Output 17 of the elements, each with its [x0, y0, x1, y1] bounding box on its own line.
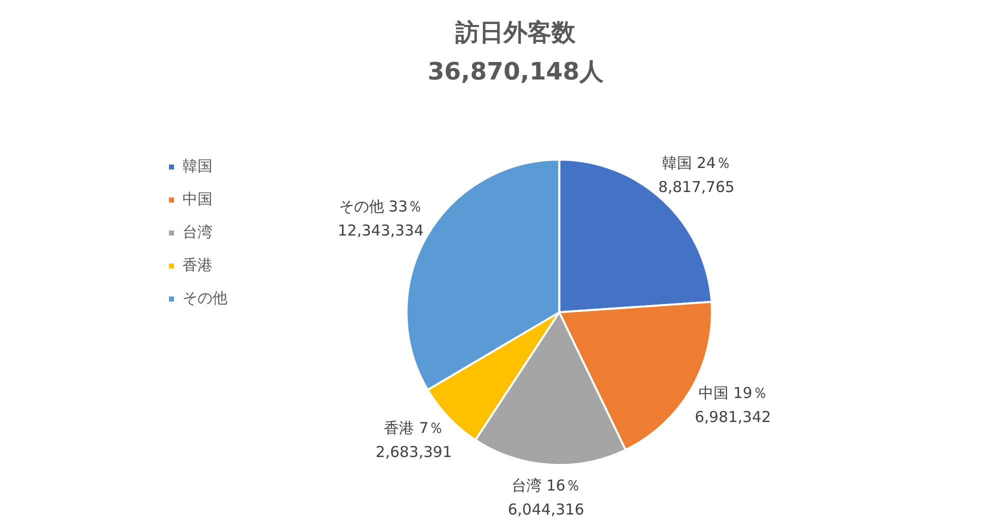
- chart-subtitle: 36,870,148人: [428, 57, 604, 86]
- legend-label: 台湾: [182, 222, 212, 241]
- category-label: 韓国 24％: [662, 154, 731, 172]
- text: 8,817,765: [658, 178, 735, 196]
- text: 12,343,334: [338, 222, 424, 240]
- text: 6,044,316: [508, 500, 584, 518]
- category-label: 台湾 16％: [512, 476, 580, 494]
- legend-label: 韓国: [182, 156, 212, 175]
- text: 6,981,342: [694, 408, 772, 426]
- category-label: 香港 7％: [384, 418, 444, 437]
- text: 2,683,391: [376, 442, 452, 461]
- category-label: 中国 19％: [698, 384, 768, 402]
- category-label: その他 33％: [338, 198, 423, 216]
- legend-label: 香港: [182, 256, 212, 274]
- legend-label: その他: [182, 288, 228, 307]
- legend-label: 中国: [182, 190, 212, 208]
- chart-title: 訪日外客数: [454, 18, 576, 47]
